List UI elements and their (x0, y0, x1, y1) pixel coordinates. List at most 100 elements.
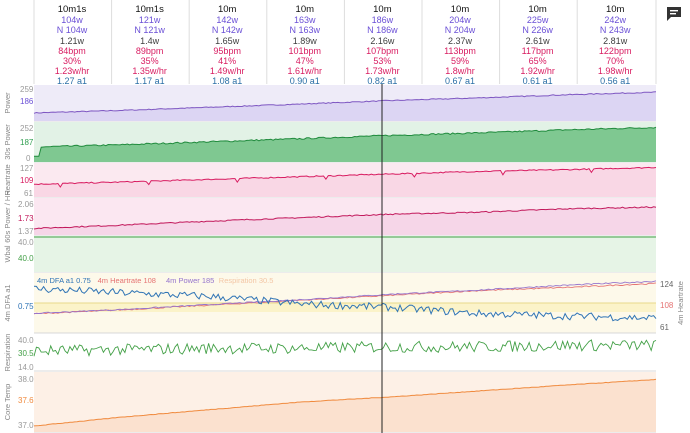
dfa-line (33, 285, 657, 322)
interval-column[interactable]: 10m 242w N 243w 2.81w 122bpm 70% 1.98w/hr 0.56 … (577, 0, 653, 86)
interval-pct: 53% (373, 56, 392, 67)
interval-duration: 10m (373, 4, 392, 15)
interval-column[interactable]: 10m 142w N 142w 1.65w 95bpm 41% 1.49w/hr 1.08 a… (189, 0, 265, 87)
interval-hr: 113bpm (444, 45, 476, 56)
interval-wkg: 1.89w (292, 35, 317, 46)
tick-label: 14.0 (18, 363, 34, 372)
respiration-line (33, 339, 657, 358)
interval-eff: 1.61w/hr (287, 66, 323, 77)
interval-duration: 10m (605, 4, 625, 15)
interval-hr: 107bpm (366, 45, 399, 56)
tick-label: 1.73 (18, 214, 34, 223)
tick-label: 40.0 (18, 238, 34, 247)
power-30s-line (34, 126, 657, 157)
comment-icon[interactable] (665, 6, 683, 22)
interval-np: N 186w (367, 25, 398, 36)
interval-dfa: 0.82 a1 (367, 76, 398, 87)
interval-dfa: 1.08 a1 (212, 76, 243, 87)
interval-hr: 84bpm (58, 45, 86, 56)
interval-wkg: 1.4w (140, 35, 160, 46)
interval-summary-header: 10m1s 104w N 104w 1.21w 84bpm 30% 1.23w/hr 1.27… (34, 0, 656, 87)
interval-wkg: 2.37w (447, 35, 473, 46)
tick-label: 40.0 (18, 254, 34, 263)
tick-label: 37.0 (18, 421, 34, 430)
wbal-area (34, 237, 656, 272)
tick-label: 1.37 (18, 227, 34, 236)
interval-eff: 1.73w/hr (365, 66, 400, 77)
y-axis-label: Wbal (3, 245, 12, 262)
interval-dfa: 0.90 a1 (289, 76, 320, 87)
interval-separators (33, 0, 657, 84)
panel-background (34, 334, 656, 371)
tick-label: 124 (660, 280, 674, 289)
legend-entry: 4m Power 185 (166, 276, 214, 285)
tick-label: 259 (20, 85, 34, 94)
interval-dfa: 1.17 a1 (134, 76, 165, 87)
interval-np: N 121w (134, 25, 165, 36)
interval-eff: 1.35w/hr (132, 66, 167, 77)
interval-power: 163w (294, 15, 316, 26)
y-axis-label: Respiration (3, 334, 12, 372)
tick-label: 0.75 (18, 302, 34, 311)
interval-np: N 243w (599, 25, 631, 36)
tick-label: 38.0 (18, 375, 34, 384)
power-hr-area (34, 206, 656, 235)
power-area (34, 91, 656, 121)
interval-power: 204w (449, 15, 471, 26)
interval-power: 142w (216, 15, 238, 26)
y-axis-label-right: 4m Heartrate (676, 281, 685, 325)
tick-label: 127 (20, 164, 34, 173)
y-axis-label: 4m DFA a1 (3, 284, 12, 321)
interval-eff: 1.92w/hr (520, 66, 555, 77)
interval-eff: 1.98w/hr (597, 66, 633, 77)
interval-duration: 10m1s (135, 4, 164, 15)
y-axis-label: Power (3, 92, 12, 114)
interval-wkg: 2.61w (525, 35, 550, 46)
tick-label: 30.5 (18, 349, 34, 358)
tick-label: 61 (24, 189, 33, 198)
tick-label: 2.06 (18, 200, 34, 209)
interval-np: N 163w (289, 25, 321, 36)
interval-pct: 70% (606, 56, 625, 67)
tick-label: 61 (660, 323, 669, 332)
legend-entry: 4m Heartrate 108 (98, 276, 156, 285)
dfa-power-line (33, 280, 657, 315)
interval-power: 186w (371, 15, 394, 26)
interval-column[interactable]: 10m 225w N 226w 2.61w 117bpm 65% 1.92w/hr 0.61 … (500, 0, 576, 87)
interval-power: 104w (61, 15, 83, 26)
interval-column[interactable]: 10m 163w N 163w 1.89w 101bpm 47% 1.61w/hr 0.90 … (267, 0, 343, 87)
interval-column[interactable]: 10m1s 121w N 121w 1.4w 89bpm 35% 1.35w/hr 1.17 … (112, 0, 188, 87)
interval-column[interactable]: 10m1s 104w N 104w 1.21w 84bpm 30% 1.23w/hr 1.27… (34, 0, 110, 87)
interval-column[interactable]: 10m 204w N 204w 2.37w 113bpm 59% 1.8w/hr 0.67 a… (422, 0, 498, 86)
interval-duration: 10m1s (57, 4, 87, 15)
tick-label: 40.0 (18, 336, 34, 345)
interval-dfa: 0.61 a1 (522, 76, 553, 87)
interval-hr: 89bpm (135, 45, 164, 56)
core-temp-area (34, 379, 656, 432)
interval-eff: 1.23w/hr (54, 66, 90, 77)
interval-pct: 41% (218, 56, 237, 67)
interval-power: 242w (604, 15, 626, 26)
power-30s-area (34, 127, 656, 162)
tick-label: 108 (660, 301, 674, 310)
power-hr-line (33, 206, 657, 230)
tick-label: 37.6 (18, 396, 34, 405)
interval-hr: 122bpm (598, 45, 632, 56)
interval-dfa: 1.27 a1 (56, 76, 88, 87)
interval-eff: 1.49w/hr (209, 66, 245, 77)
interval-np: N 104w (56, 25, 88, 36)
tick-label: 109 (20, 176, 34, 185)
tick-label: 186 (20, 97, 34, 106)
interval-wkg: 1.65w (215, 35, 240, 46)
interval-np: N 226w (522, 25, 553, 36)
interval-pct: 35% (140, 56, 159, 67)
interval-duration: 10m (295, 4, 315, 15)
interval-duration: 10m (528, 4, 547, 15)
interval-hr: 117bpm (521, 45, 554, 56)
interval-hr: 95bpm (213, 45, 241, 56)
tick-label: 187 (20, 138, 34, 147)
heartrate-area (34, 167, 656, 197)
tick-label: 0 (26, 154, 31, 163)
interval-column[interactable]: 10m 186w N 186w 2.16w 107bpm 53% 1.73w/hr 0.82 … (344, 0, 420, 87)
